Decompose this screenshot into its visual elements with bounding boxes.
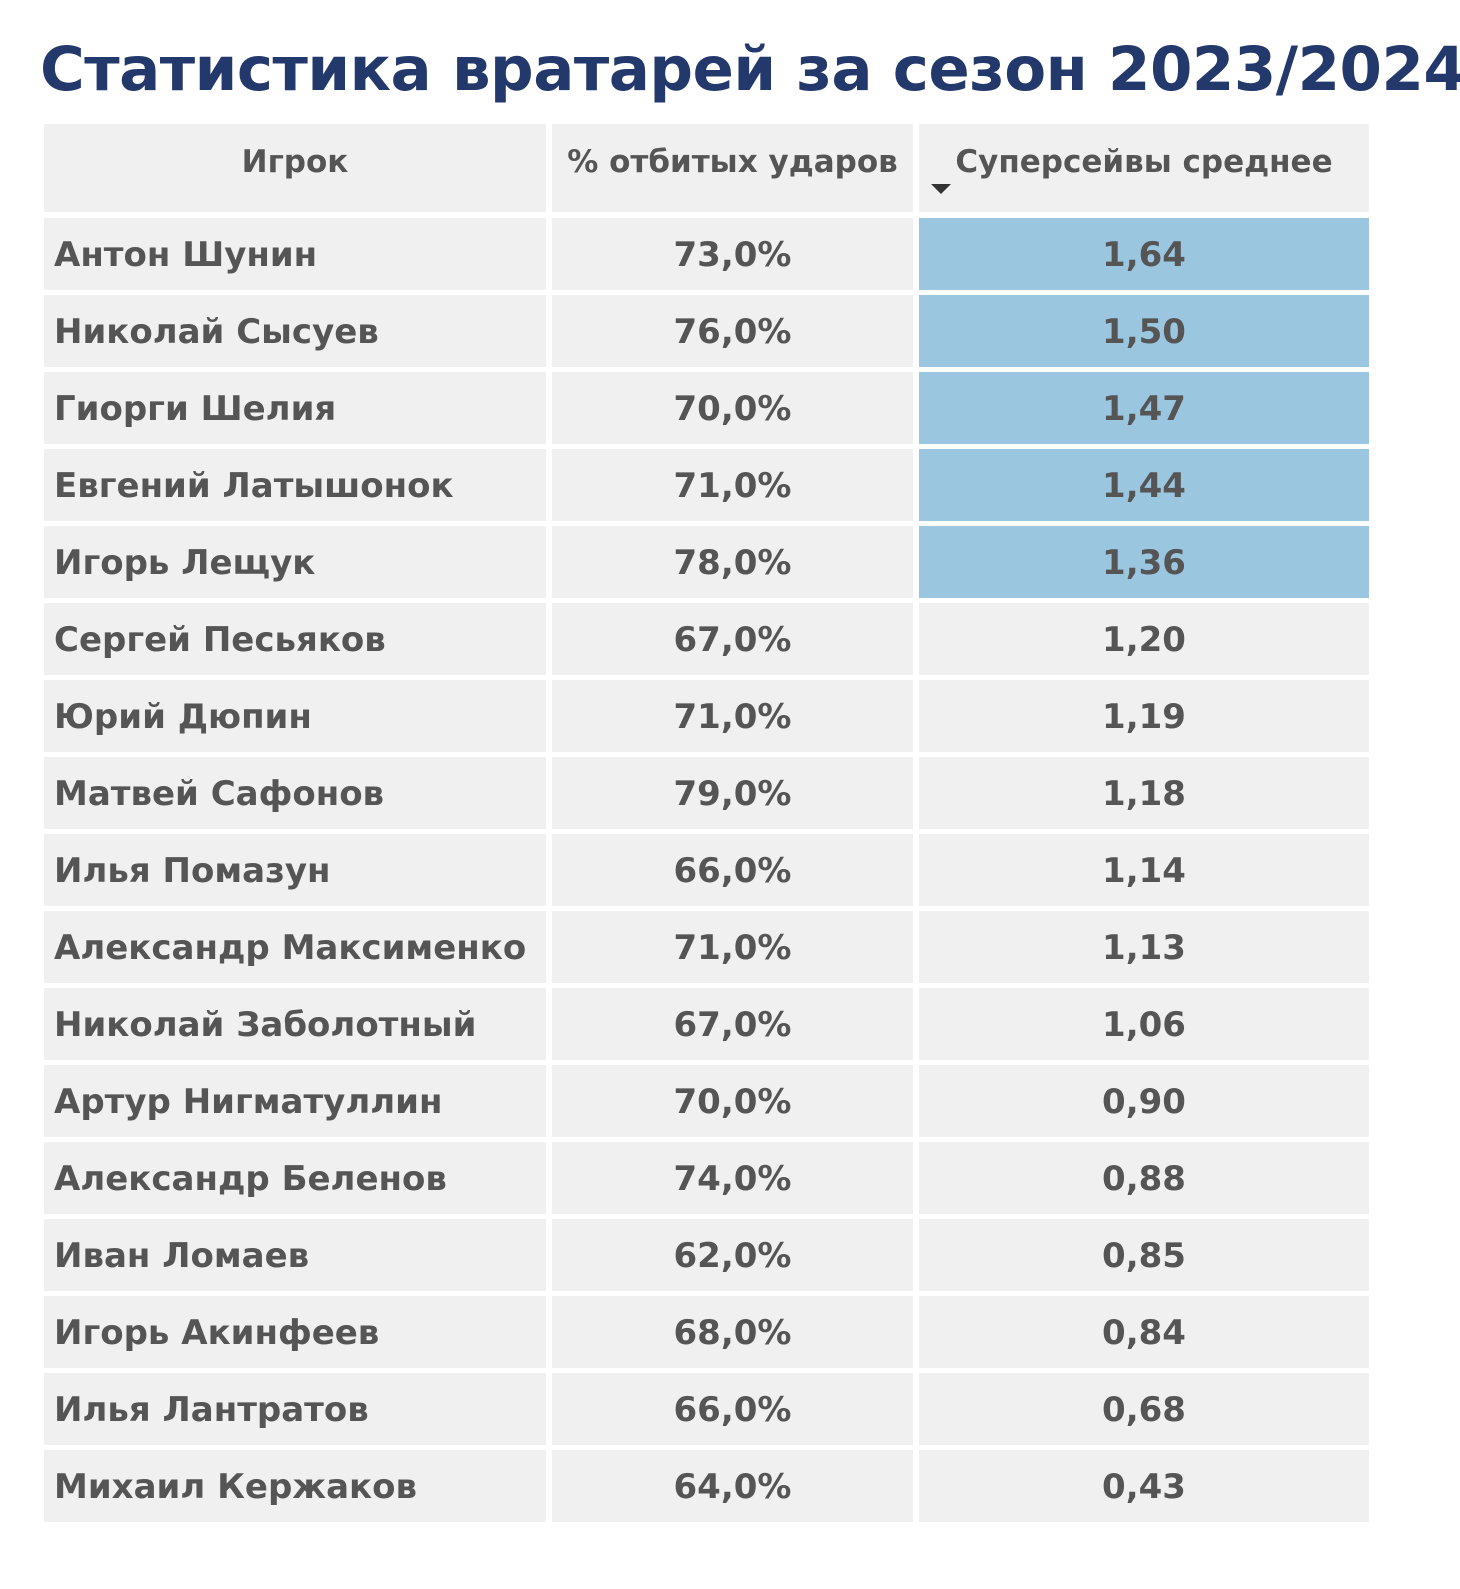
- table-row[interactable]: Игорь Лещук 78,0% 1,36: [44, 526, 1369, 598]
- player-name-cell: Михаил Кержаков: [44, 1450, 546, 1522]
- table-row[interactable]: Евгений Латышонок 71,0% 1,44: [44, 449, 1369, 521]
- supersaves-avg-cell: 1,47: [919, 372, 1369, 444]
- save-percent-cell: 71,0%: [552, 449, 913, 521]
- table-row[interactable]: Николай Сысуев 76,0% 1,50: [44, 295, 1369, 367]
- player-name-cell: Александр Беленов: [44, 1142, 546, 1214]
- table-row[interactable]: Илья Лантратов 66,0% 0,68: [44, 1373, 1369, 1445]
- save-percent-cell: 66,0%: [552, 834, 913, 906]
- player-name-cell: Николай Сысуев: [44, 295, 546, 367]
- table-row[interactable]: Сергей Песьяков 67,0% 1,20: [44, 603, 1369, 675]
- save-percent-cell: 70,0%: [552, 372, 913, 444]
- supersaves-avg-cell: 1,44: [919, 449, 1369, 521]
- supersaves-avg-cell: 1,20: [919, 603, 1369, 675]
- player-name-cell: Игорь Лещук: [44, 526, 546, 598]
- player-name-cell: Гиорги Шелия: [44, 372, 546, 444]
- player-name-cell: Александр Максименко: [44, 911, 546, 983]
- table-body: Антон Шунин 73,0% 1,64 Николай Сысуев 76,0% 1…: [44, 218, 1369, 1522]
- save-percent-cell: 74,0%: [552, 1142, 913, 1214]
- player-name-cell: Артур Нигматуллин: [44, 1065, 546, 1137]
- table-row[interactable]: Александр Максименко 71,0% 1,13: [44, 911, 1369, 983]
- player-name-cell: Илья Помазун: [44, 834, 546, 906]
- column-header-supersaves-avg[interactable]: Суперсейвы среднее: [919, 124, 1369, 212]
- column-header-player[interactable]: Игрок: [44, 124, 546, 212]
- save-percent-cell: 64,0%: [552, 1450, 913, 1522]
- save-percent-cell: 66,0%: [552, 1373, 913, 1445]
- table-row[interactable]: Антон Шунин 73,0% 1,64: [44, 218, 1369, 290]
- table-row[interactable]: Михаил Кержаков 64,0% 0,43: [44, 1450, 1369, 1522]
- save-percent-cell: 68,0%: [552, 1296, 913, 1368]
- supersaves-avg-cell: 0,85: [919, 1219, 1369, 1291]
- supersaves-avg-cell: 1,64: [919, 218, 1369, 290]
- supersaves-avg-cell: 1,36: [919, 526, 1369, 598]
- column-header-supersaves-avg-label: Суперсейвы среднее: [955, 144, 1333, 180]
- table-row[interactable]: Артур Нигматуллин 70,0% 0,90: [44, 1065, 1369, 1137]
- table-row[interactable]: Матвей Сафонов 79,0% 1,18: [44, 757, 1369, 829]
- table-row[interactable]: Гиорги Шелия 70,0% 1,47: [44, 372, 1369, 444]
- table-row[interactable]: Иван Ломаев 62,0% 0,85: [44, 1219, 1369, 1291]
- save-percent-cell: 70,0%: [552, 1065, 913, 1137]
- player-name-cell: Юрий Дюпин: [44, 680, 546, 752]
- player-name-cell: Антон Шунин: [44, 218, 546, 290]
- player-name-cell: Евгений Латышонок: [44, 449, 546, 521]
- supersaves-avg-cell: 0,84: [919, 1296, 1369, 1368]
- supersaves-avg-cell: 1,14: [919, 834, 1369, 906]
- save-percent-cell: 71,0%: [552, 911, 913, 983]
- supersaves-avg-cell: 0,88: [919, 1142, 1369, 1214]
- save-percent-cell: 73,0%: [552, 218, 913, 290]
- player-name-cell: Матвей Сафонов: [44, 757, 546, 829]
- column-header-save-percent[interactable]: % отбитых ударов: [552, 124, 913, 212]
- save-percent-cell: 79,0%: [552, 757, 913, 829]
- player-name-cell: Игорь Акинфеев: [44, 1296, 546, 1368]
- player-name-cell: Сергей Песьяков: [44, 603, 546, 675]
- player-name-cell: Николай Заболотный: [44, 988, 546, 1060]
- save-percent-cell: 76,0%: [552, 295, 913, 367]
- table-header-row: Игрок % отбитых ударов Суперсейвы средне…: [44, 124, 1369, 212]
- supersaves-avg-cell: 1,50: [919, 295, 1369, 367]
- save-percent-cell: 78,0%: [552, 526, 913, 598]
- table-row[interactable]: Александр Беленов 74,0% 0,88: [44, 1142, 1369, 1214]
- page-title: Статистика вратарей за сезон 2023/2024: [40, 34, 1460, 105]
- save-percent-cell: 67,0%: [552, 603, 913, 675]
- save-percent-cell: 71,0%: [552, 680, 913, 752]
- save-percent-cell: 62,0%: [552, 1219, 913, 1291]
- table-row[interactable]: Игорь Акинфеев 68,0% 0,84: [44, 1296, 1369, 1368]
- table-row[interactable]: Юрий Дюпин 71,0% 1,19: [44, 680, 1369, 752]
- supersaves-avg-cell: 1,19: [919, 680, 1369, 752]
- supersaves-avg-cell: 1,06: [919, 988, 1369, 1060]
- save-percent-cell: 67,0%: [552, 988, 913, 1060]
- supersaves-avg-cell: 1,18: [919, 757, 1369, 829]
- supersaves-avg-cell: 0,43: [919, 1450, 1369, 1522]
- player-name-cell: Иван Ломаев: [44, 1219, 546, 1291]
- sort-desc-icon[interactable]: [931, 184, 951, 194]
- supersaves-avg-cell: 0,90: [919, 1065, 1369, 1137]
- table-row[interactable]: Илья Помазун 66,0% 1,14: [44, 834, 1369, 906]
- supersaves-avg-cell: 0,68: [919, 1373, 1369, 1445]
- player-name-cell: Илья Лантратов: [44, 1373, 546, 1445]
- goalkeeper-stats-table: Игрок % отбитых ударов Суперсейвы средне…: [44, 124, 1369, 1527]
- supersaves-avg-cell: 1,13: [919, 911, 1369, 983]
- table-row[interactable]: Николай Заболотный 67,0% 1,06: [44, 988, 1369, 1060]
